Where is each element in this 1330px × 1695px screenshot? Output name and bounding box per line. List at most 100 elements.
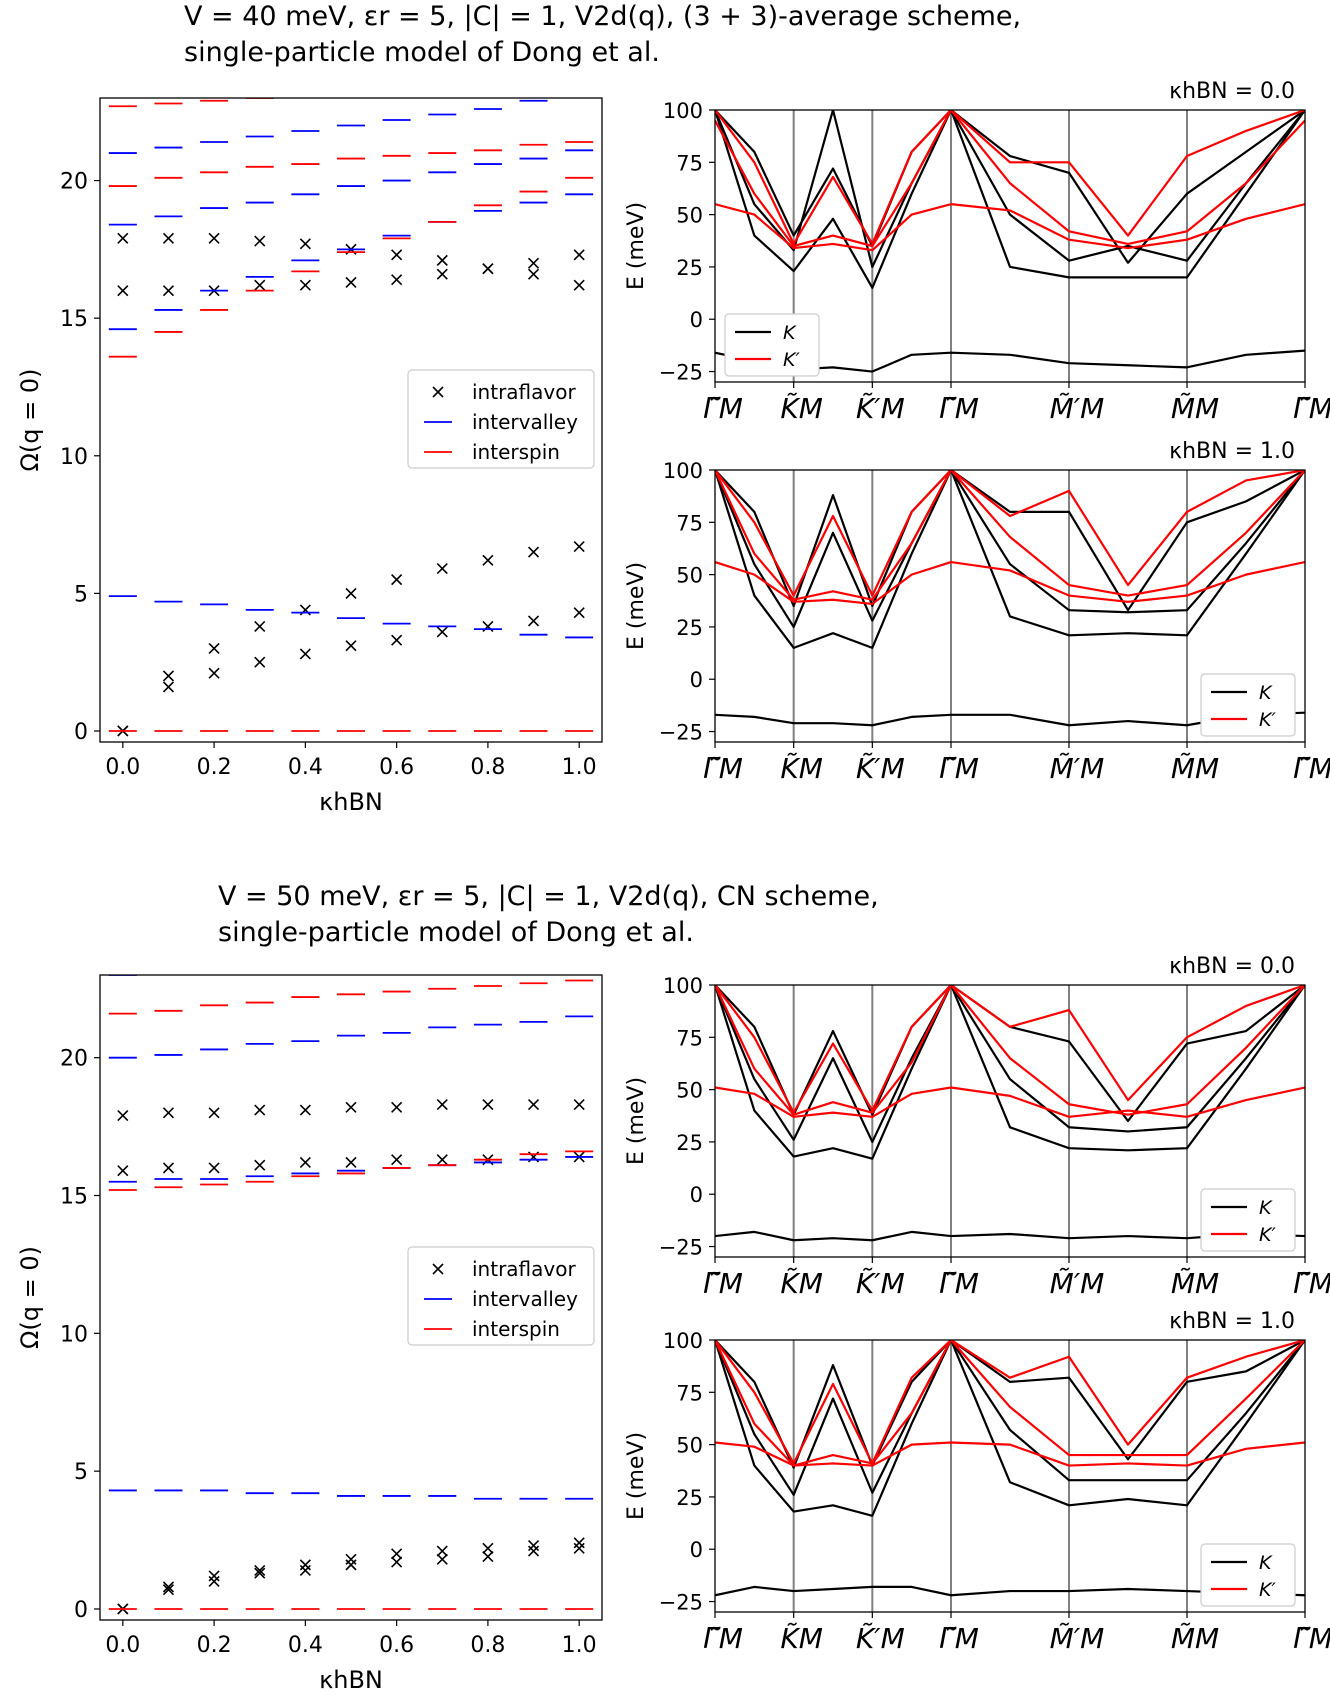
Kprime-band-line <box>715 985 1305 1114</box>
intraflavor-marker <box>299 1156 311 1169</box>
K-band-line <box>715 985 1305 1144</box>
y-axis-label: E (meV) <box>624 1432 649 1520</box>
intraflavor-marker <box>299 648 311 660</box>
y-tick-label: 10 <box>60 1322 88 1347</box>
y-tick-label: 0 <box>690 1183 703 1207</box>
y-tick-label: 75 <box>676 511 703 535</box>
x-tick-label: 0.2 <box>197 755 232 780</box>
y-tick-label: −25 <box>659 721 703 745</box>
intraflavor-marker <box>117 1110 129 1122</box>
kpoint-tick-label: K̃M <box>780 1622 823 1655</box>
y-tick-label: 0 <box>74 1598 88 1623</box>
intraflavor-marker <box>436 1553 448 1565</box>
kpoint-tick-label: M̃′M <box>1050 752 1105 785</box>
y-tick-label: 25 <box>676 616 703 640</box>
legend-Kprime-label: K′ <box>783 349 800 371</box>
y-tick-label: 75 <box>676 151 703 175</box>
intraflavor-marker <box>482 1098 494 1111</box>
kpoint-tick-label: Γ̃M <box>939 752 979 785</box>
intraflavor-marker <box>391 574 403 586</box>
intraflavor-marker <box>162 1162 175 1174</box>
legend-Kprime-label: K′ <box>1259 709 1276 731</box>
intraflavor-marker <box>573 541 585 553</box>
intraflavor-marker <box>254 1567 266 1579</box>
x-tick-label: 1.0 <box>562 1633 597 1658</box>
intraflavor-marker <box>345 276 357 288</box>
intraflavor-marker <box>482 1551 494 1563</box>
y-axis-label: Ω(q = 0) <box>16 1246 44 1349</box>
K-band-line <box>715 110 1305 264</box>
intraflavor-marker <box>208 1570 220 1582</box>
x-tick-label: 0.4 <box>288 1633 323 1658</box>
band-plot-area <box>715 985 1305 1257</box>
intraflavor-marker <box>162 1107 175 1119</box>
intraflavor-marker <box>254 279 266 291</box>
band-plot-area <box>715 470 1305 742</box>
Kprime-band-line <box>715 1340 1305 1467</box>
axes-frame <box>714 984 1306 1258</box>
K-band-line <box>715 470 1305 649</box>
y-tick-label: 15 <box>60 307 88 332</box>
kpoint-tick-label: M̃′M <box>1050 1267 1105 1300</box>
intraflavor-marker <box>208 1575 220 1587</box>
intraflavor-marker <box>254 1104 266 1116</box>
intraflavor-marker <box>254 1564 266 1576</box>
intraflavor-marker <box>527 546 540 558</box>
x-tick-label: 0.6 <box>379 1633 414 1658</box>
y-tick-label: −25 <box>659 361 703 385</box>
intraflavor-marker <box>527 268 540 280</box>
y-tick-label: 100 <box>663 99 703 123</box>
panel-title: κhBN = 0.0 <box>1169 954 1295 979</box>
y-tick-label: 20 <box>60 1047 88 1072</box>
intraflavor-marker <box>573 279 585 291</box>
x-tick-label: 0.0 <box>105 755 140 780</box>
intraflavor-marker <box>482 1542 494 1554</box>
y-axis-label: E (meV) <box>624 562 649 650</box>
intraflavor-marker <box>117 1165 129 1177</box>
intraflavor-marker <box>162 1581 175 1593</box>
kpoint-tick-label: Γ̃M <box>1293 752 1330 785</box>
kpoint-tick-label: M̃M <box>1171 1622 1219 1655</box>
K-band-line <box>715 1340 1305 1469</box>
Kprime-band-line <box>715 110 1305 246</box>
Kprime-band-line <box>715 470 1305 601</box>
legend-intraflavor-swatch <box>432 1263 444 1275</box>
intraflavor-marker <box>482 554 494 566</box>
intraflavor-marker <box>254 1159 266 1171</box>
intraflavor-marker <box>254 656 266 668</box>
kpoint-tick-label: Γ̃M <box>703 1267 743 1300</box>
intraflavor-marker <box>299 238 311 250</box>
band-plot-area <box>715 1340 1305 1612</box>
y-tick-label: 50 <box>676 1434 703 1458</box>
y-tick-label: 75 <box>676 1026 703 1050</box>
x-tick-label: 0.6 <box>379 755 414 780</box>
kpoint-tick-label: K̃′M <box>856 392 905 425</box>
legend-interspin-label: interspin <box>472 440 560 464</box>
y-tick-label: 25 <box>676 1131 703 1155</box>
intraflavor-marker <box>527 1540 540 1552</box>
kpoint-tick-label: M̃′M <box>1050 392 1105 425</box>
scatter-plot-area <box>108 98 594 737</box>
intraflavor-marker <box>208 667 220 679</box>
intraflavor-marker <box>117 285 129 297</box>
legend-intraflavor-label: intraflavor <box>472 1257 576 1281</box>
intraflavor-marker <box>208 1162 220 1174</box>
intraflavor-marker <box>254 620 266 632</box>
x-tick-label: 1.0 <box>562 755 597 780</box>
intraflavor-marker <box>162 1584 175 1596</box>
kpoint-tick-label: Γ̃M <box>939 392 979 425</box>
y-axis-label: Ω(q = 0) <box>16 369 44 472</box>
kpoint-tick-label: Γ̃M <box>1293 1622 1330 1655</box>
y-tick-label: 0 <box>690 308 703 332</box>
Kprime-band-line <box>715 110 1305 248</box>
intraflavor-marker <box>345 640 357 652</box>
intraflavor-marker <box>436 268 448 280</box>
kpoint-tick-label: K̃′M <box>856 1622 905 1655</box>
Kprime-band-line <box>715 203 1305 252</box>
Kprime-band-line <box>715 560 1305 606</box>
Kprime-band-line <box>715 1340 1305 1465</box>
axes-frame <box>99 974 603 1621</box>
intraflavor-marker <box>436 626 448 638</box>
axes-frame <box>714 109 1306 383</box>
legend-intervalley-label: intervalley <box>472 1287 578 1311</box>
